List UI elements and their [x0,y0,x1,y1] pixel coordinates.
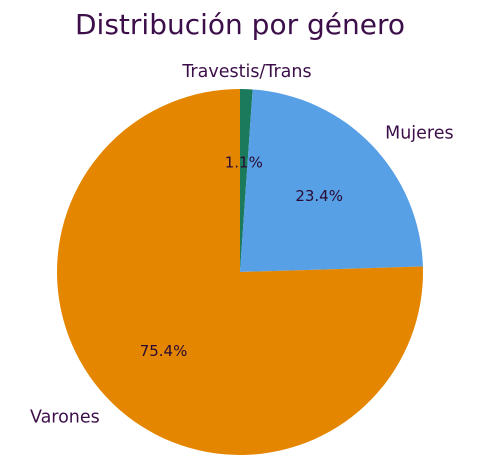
pie-pct-label-mujeres: 23.4% [295,187,343,205]
pie-category-label-mujeres: Mujeres [385,123,454,143]
pie-labels: 1.1% Travestis/Trans 23.4% Mujeres 75.4% Varo… [30,62,454,428]
pie-slice-travestis-trans [240,89,253,272]
pie-slice-varones [57,89,424,456]
pie-slice-mujeres [240,89,423,272]
pie-pct-label-varones: 75.4% [140,342,188,360]
chart-title: Distribución por género [75,8,405,41]
pie-slices [57,89,424,456]
pie-category-label-travestis-trans: Travestis/Trans [181,62,311,82]
pie-category-label-varones: Varones [30,407,100,427]
pie-pct-label-travestis-trans: 1.1% [225,153,263,171]
